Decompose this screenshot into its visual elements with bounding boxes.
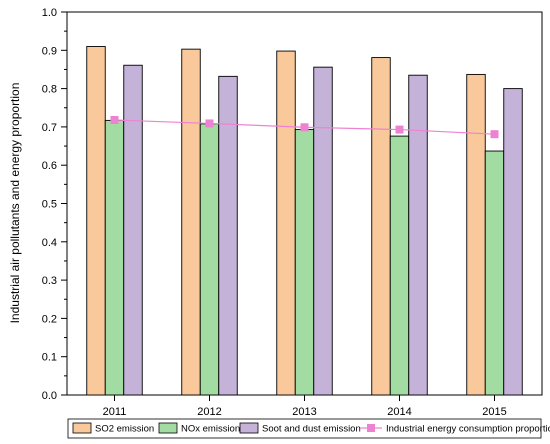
y-axis: 0.0 0.1 0.2 0.3 0.4 0.5 0.6 0.7 0.8 0.9 1.0: [42, 7, 67, 402]
legend-label: Soot and dust emission: [262, 424, 361, 435]
legend-label: NOx emission: [181, 424, 240, 435]
legend-marker: [367, 424, 375, 432]
y-tick-label: 0.2: [42, 313, 57, 325]
legend-box: [67, 418, 542, 439]
bar: [371, 57, 391, 396]
x-tick-label: 2015: [482, 406, 506, 418]
y-tick-label: 0.1: [42, 352, 57, 364]
x-tick-label: 2012: [197, 406, 221, 418]
bars: [86, 46, 523, 396]
x-tick-label: 2014: [387, 406, 411, 418]
legend-swatch: [239, 422, 259, 434]
line-point: [205, 119, 214, 128]
bar: [389, 135, 410, 396]
y-axis-title: Industrial air pollutants and energy pro…: [8, 83, 22, 324]
x-tick-label: 2013: [292, 406, 316, 418]
line-point: [300, 123, 309, 132]
y-tick-label: 0.9: [42, 45, 57, 57]
y-tick-label: 0.4: [42, 237, 57, 249]
legend-label: SO2 emission: [95, 424, 154, 435]
bar: [408, 74, 428, 396]
line-series: [110, 116, 499, 139]
line-point: [490, 130, 499, 139]
bar: [294, 129, 315, 396]
y-tick-label: 0.5: [42, 199, 57, 211]
y-tick-label: 1.0: [42, 7, 57, 19]
bar: [276, 50, 296, 396]
bar: [503, 88, 523, 396]
y-tick-label: 0.6: [42, 160, 57, 172]
legend: SO2 emission NOx emission Soot and dust em…: [67, 418, 550, 439]
legend-label: Industrial energy consumption proportion: [386, 424, 550, 435]
line-point: [395, 125, 404, 134]
line-point: [110, 116, 119, 125]
y-tick-label: 0.3: [42, 275, 57, 287]
bar: [199, 123, 220, 396]
y-tick-label: 0.8: [42, 84, 57, 96]
bar: [104, 119, 125, 396]
y-tick-label: 0.0: [42, 390, 57, 402]
bar: [123, 64, 143, 396]
x-tick-label: 2011: [103, 406, 127, 418]
x-axis: 2011 2012 2013 2014 2015: [103, 395, 507, 418]
y-tick-label: 0.7: [42, 122, 57, 134]
legend-swatch: [72, 422, 92, 434]
legend-swatch: [158, 422, 178, 434]
bar: [484, 150, 505, 396]
bar: [466, 73, 486, 396]
bar: [313, 66, 333, 396]
bar: [86, 46, 106, 396]
bar: [181, 48, 201, 396]
bar: [218, 75, 238, 396]
